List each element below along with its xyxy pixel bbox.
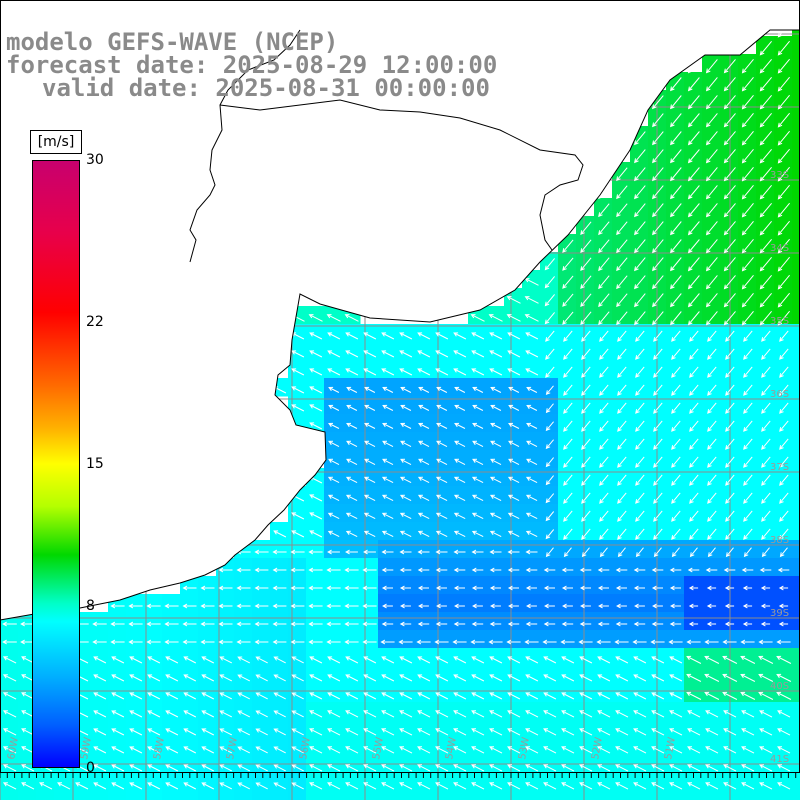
forecast-date-title: forecast date: 2025-08-29 12:00:00 bbox=[6, 51, 498, 79]
colorbar-tick-0: 0 bbox=[86, 760, 95, 776]
lon-label: 57W bbox=[225, 736, 240, 760]
lon-label: 58W bbox=[152, 736, 167, 760]
lat-label: 35S bbox=[770, 316, 789, 327]
uruguay-border bbox=[219, 99, 584, 251]
map-tick-marks bbox=[0, 772, 797, 778]
colorbar-tick-8: 8 bbox=[86, 597, 95, 614]
lat-label: 41S bbox=[770, 754, 789, 765]
lon-label: 55W bbox=[371, 736, 386, 760]
colorbar-tick-30: 30 bbox=[86, 152, 104, 168]
land-area bbox=[0, 0, 800, 620]
wind-speed-colorbar bbox=[32, 160, 80, 768]
lon-label: 56W bbox=[298, 736, 313, 760]
lat-label: 40S bbox=[770, 681, 789, 692]
lat-label: 33S bbox=[770, 170, 789, 181]
model-title: modelo GEFS-WAVE (NCEP) bbox=[6, 28, 339, 56]
coastline bbox=[0, 29, 800, 621]
lat-label: 37S bbox=[770, 462, 789, 473]
lat-label: 39S bbox=[770, 608, 789, 619]
lon-label: 54W bbox=[444, 736, 459, 760]
lat-label: 34S bbox=[770, 243, 789, 254]
colorbar-tick-15: 15 bbox=[86, 456, 104, 472]
river-border bbox=[189, 29, 301, 263]
colorbar-tick-22: 22 bbox=[86, 314, 104, 331]
legend-unit-label: [m/s] bbox=[30, 130, 82, 154]
lon-label: 59W bbox=[79, 736, 94, 760]
lon-label: 53W bbox=[517, 736, 532, 760]
lon-label: 51W bbox=[663, 736, 678, 760]
lat-label: 36S bbox=[770, 389, 789, 400]
lat-label: 38S bbox=[770, 535, 789, 546]
lon-label: 60W bbox=[6, 736, 21, 760]
lon-label: 52W bbox=[590, 736, 605, 760]
axis-labels: 60W 59W 58W 57W 56W 55W 54W 53W 52W 51W 33S 34S 35S 3… bbox=[6, 170, 789, 765]
valid-date-title: valid date: 2025-08-31 00:00:00 bbox=[42, 74, 490, 102]
